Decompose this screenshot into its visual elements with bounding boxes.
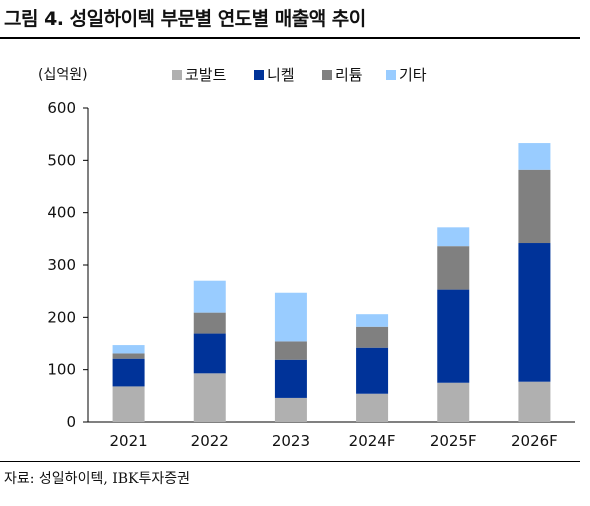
y-tick-label: 300 (47, 256, 76, 274)
bar-segment-2025F-4 (437, 227, 470, 247)
x-axis: 2021 2022 2023 2024F 2025F 2026F (88, 421, 575, 450)
y-tick-label: 400 (47, 204, 76, 222)
bar-segment-2024F-2 (356, 347, 389, 394)
y-tick-label: 200 (47, 308, 76, 326)
bar-segment-2024F-1 (356, 393, 389, 422)
legend: 코발트 니켈 리튬 기타 (172, 66, 427, 84)
y-tick-label: 0 (66, 413, 76, 431)
legend-swatch-2 (254, 70, 264, 80)
bar-segment-2021-4 (112, 345, 145, 354)
legend-label-1: 코발트 (185, 66, 227, 84)
bar-segment-2024F-4 (356, 314, 389, 327)
bars (112, 143, 551, 422)
x-tick-label: 2021 (109, 432, 147, 450)
legend-swatch-4 (386, 70, 396, 80)
bar-segment-2026F-1 (518, 381, 551, 422)
bar-segment-2026F-2 (518, 243, 551, 382)
bar-segment-2021-3 (112, 353, 145, 359)
x-tick-label: 2023 (272, 432, 310, 450)
x-tick-label: 2025F (430, 432, 477, 450)
legend-label-3: 리튬 (335, 66, 363, 84)
bar-segment-2022-4 (193, 280, 226, 313)
bar-segment-2021-2 (112, 358, 145, 387)
bar-segment-2022-1 (193, 373, 226, 422)
y-axis: 0 100 200 300 400 500 600 (47, 99, 89, 431)
bar-segment-2026F-3 (518, 169, 551, 244)
y-tick-label: 500 (47, 151, 76, 169)
stacked-bar-chart: (십억원) 코발트 니켈 리튬 기타 0 100 200 300 400 500 600 2021… (38, 66, 575, 450)
legend-swatch-3 (322, 70, 332, 80)
bar-segment-2022-2 (193, 333, 226, 374)
y-unit-label: (십억원) (38, 67, 88, 83)
bar-segment-2022-3 (193, 312, 226, 334)
title-rule (0, 37, 580, 39)
bar-segment-2025F-1 (437, 382, 470, 422)
legend-swatch-1 (172, 70, 182, 80)
bar-segment-2021-1 (112, 386, 145, 422)
bar-segment-2023-4 (274, 292, 307, 342)
bar-segment-2025F-3 (437, 246, 470, 290)
bar-segment-2023-3 (274, 341, 307, 360)
figure-title: 그림 4. 성일하이텍 부문별 연도별 매출액 추이 (4, 8, 366, 30)
bar-segment-2026F-4 (518, 143, 551, 170)
source-rule (0, 461, 580, 462)
bar-segment-2023-2 (274, 359, 307, 398)
bar-segment-2023-1 (274, 397, 307, 422)
y-tick-label: 100 (47, 361, 76, 379)
bar-segment-2024F-3 (356, 326, 389, 348)
legend-label-2: 니켈 (267, 66, 295, 84)
x-tick-label: 2026F (511, 432, 558, 450)
source-note: 자료: 성일하이텍, IBK투자증권 (4, 471, 191, 487)
bar-segment-2025F-2 (437, 289, 470, 383)
x-tick-label: 2024F (349, 432, 396, 450)
y-tick-label: 600 (47, 99, 76, 117)
legend-label-4: 기타 (399, 66, 427, 84)
x-tick-label: 2022 (191, 432, 229, 450)
